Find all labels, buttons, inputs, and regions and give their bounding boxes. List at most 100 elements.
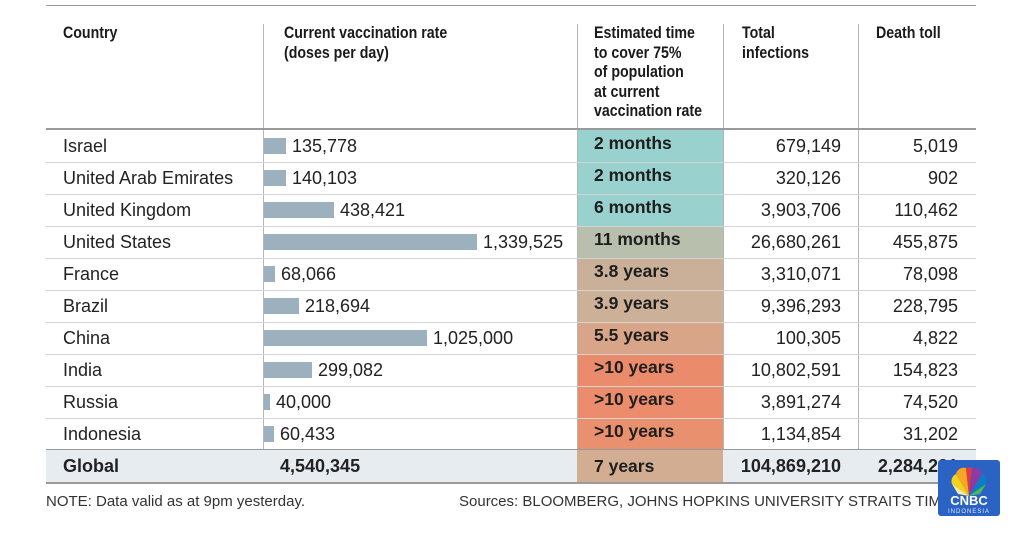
header-est-line2: to cover 75% [594,43,682,62]
column-divider [858,226,859,258]
header-divider [577,24,578,128]
table-row: France 68,066 3.8 years 3,310,071 78,098 [46,258,976,290]
table-row: India 299,082 >10 years 10,802,591 154,823 [46,354,976,386]
row-divider [46,418,976,419]
death-toll: 455,875 [892,232,958,252]
estimated-time-cell: 3.8 years [577,258,723,290]
death-toll: 31,202 [902,424,958,444]
table-row: Russia 40,000 >10 years 3,891,274 74,520 [46,386,976,418]
vaccination-rate-bar [264,298,299,314]
logo-subtext: INDONESIA [947,509,990,515]
vaccination-rate-label: 68,066 [281,264,337,284]
estimated-time-cell: 11 months [577,226,723,258]
column-divider [577,194,578,226]
column-divider [858,322,859,354]
peacock-icon [951,467,987,496]
vaccination-rate-label: 40,000 [276,392,332,412]
estimated-time-label: 2 months [594,165,672,185]
total-infections: 3,310,071 [760,264,841,284]
table-top-rule [46,5,976,6]
header-est-line1: Estimated time [594,24,695,42]
footnote: NOTE: Data valid as at 9pm yesterday. [46,493,305,510]
header-divider [858,24,859,128]
table-row: Indonesia 60,433 >10 years 1,134,854 31,202 [46,418,976,450]
total-infections: 320,126 [775,168,841,188]
column-divider [723,130,724,162]
vaccination-rate-label: 135,778 [292,136,358,156]
estimated-time-cell: 3.9 years [577,290,723,322]
estimated-time-label: >10 years [594,421,675,441]
estimated-time-cell: 6 months [577,194,723,226]
column-divider [577,418,578,450]
column-divider [263,290,264,322]
vaccination-rate-bar [264,234,477,250]
header-est-line3: of population [594,63,684,81]
estimated-time-label: 11 months [594,229,681,249]
estimated-time-label: >10 years [594,389,675,409]
table-row: United Kingdom 438,421 6 months 3,903,706 11… [46,194,976,226]
estimated-time-cell: >10 years [577,386,723,418]
estimated-time-cell: >10 years [577,418,723,450]
total-infections: 26,680,261 [750,232,841,252]
column-divider [858,162,859,194]
column-divider [263,386,264,418]
total-infections: 1,134,854 [760,424,841,444]
global-total-infections: 104,869,210 [740,456,841,476]
estimated-time-label: 3.9 years [594,293,669,313]
row-divider [46,386,976,387]
column-divider [263,130,264,162]
logo-text: CNBC [950,493,988,508]
vaccination-rate-label: 299,082 [318,360,384,380]
row-divider [46,162,976,163]
header-vaccination-rate: Current vaccination rate (doses per day) [284,24,447,63]
country-name: United Kingdom [63,200,192,220]
column-divider [577,322,578,354]
column-divider [858,354,859,386]
column-divider [263,354,264,386]
column-divider [723,162,724,194]
table-row: United Arab Emirates 140,103 2 months 320,1… [46,162,976,194]
column-divider [723,418,724,450]
header-est-line4: at current [594,82,660,101]
total-infections: 3,891,274 [760,392,841,412]
death-toll: 902 [927,168,958,188]
header-est-line5: vaccination rate [594,102,703,120]
death-toll: 4,822 [912,328,958,348]
column-divider [858,194,859,226]
column-divider [723,322,724,354]
global-death-toll: 2,284,221 [877,456,958,476]
column-divider [577,130,578,162]
global-estimated-time-label: 7 years [594,456,655,476]
vaccination-rate-label: 218,694 [305,296,371,316]
header-rate-line1: Current vaccination rate [284,24,448,42]
country-name: India [63,360,103,380]
estimated-time-label: 5.5 years [594,325,669,345]
country-name: France [63,264,120,284]
total-infections: 10,802,591 [750,360,841,380]
death-toll: 5,019 [912,136,958,156]
total-infections: 679,149 [775,136,841,156]
total-infections: 100,305 [775,328,841,348]
country-name: United States [63,232,172,252]
column-divider [263,322,264,354]
country-name: China [63,328,111,348]
global-estimated-time: 7 years [577,450,723,482]
death-toll: 154,823 [892,360,958,380]
column-divider [858,418,859,450]
death-toll: 74,520 [902,392,958,412]
vaccination-rate-label: 1,025,000 [433,328,514,348]
cnbc-logo: CNBC INDONESIA [938,460,1000,516]
estimated-time-cell: 5.5 years [577,322,723,354]
vaccination-rate-bar [264,138,286,154]
row-divider [46,322,976,323]
estimated-time-cell: >10 years [577,354,723,386]
death-toll: 228,795 [892,296,958,316]
column-divider [723,354,724,386]
vaccination-rate-label: 140,103 [292,168,358,188]
column-divider [263,162,264,194]
table-row: United States 1,339,525 11 months 26,680,26… [46,226,976,258]
global-bottom-rule [46,482,976,484]
vaccination-rate-bar [264,362,312,378]
death-toll: 78,098 [902,264,958,284]
header-country: Country [63,24,118,42]
